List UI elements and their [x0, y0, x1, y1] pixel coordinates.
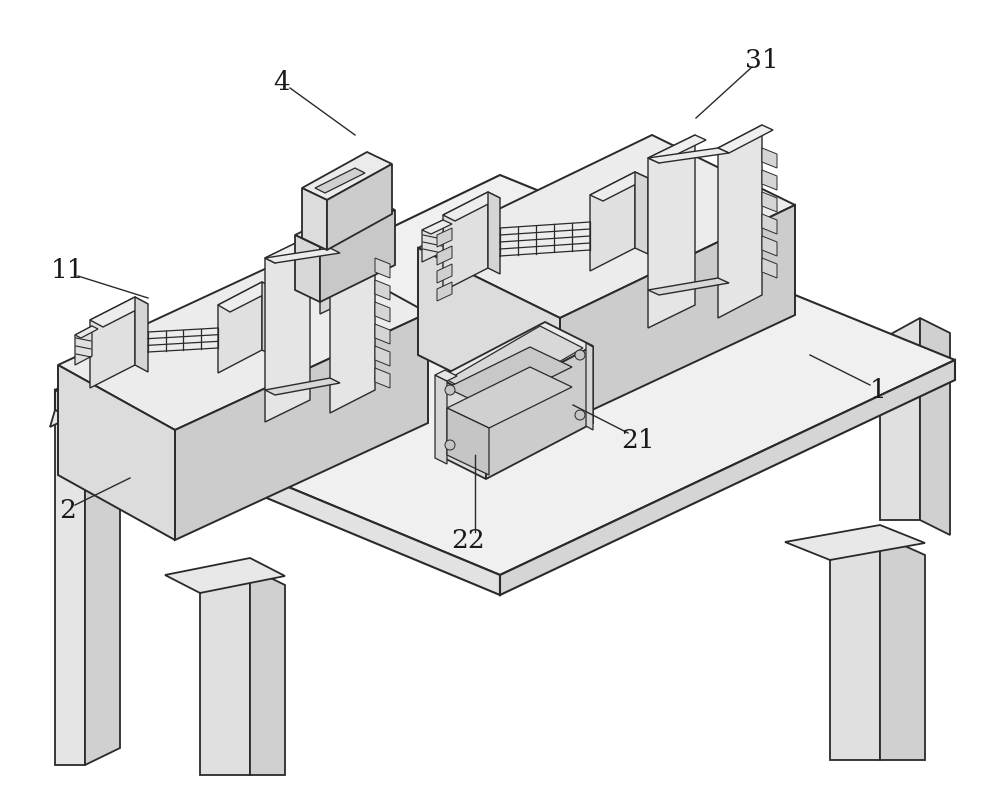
Text: 1: 1	[870, 377, 886, 403]
Polygon shape	[262, 282, 275, 357]
Polygon shape	[90, 297, 148, 327]
Polygon shape	[422, 220, 452, 234]
Polygon shape	[75, 326, 92, 365]
Polygon shape	[422, 220, 443, 262]
Polygon shape	[437, 282, 452, 301]
Polygon shape	[762, 148, 777, 168]
Polygon shape	[437, 228, 452, 247]
Polygon shape	[302, 152, 392, 200]
Polygon shape	[295, 198, 395, 247]
Circle shape	[445, 385, 455, 395]
Polygon shape	[443, 192, 500, 221]
Circle shape	[575, 410, 585, 420]
Polygon shape	[55, 410, 85, 765]
Polygon shape	[718, 125, 773, 153]
Polygon shape	[920, 318, 950, 535]
Polygon shape	[418, 135, 795, 318]
Polygon shape	[200, 568, 250, 775]
Polygon shape	[375, 302, 390, 322]
Polygon shape	[58, 365, 175, 540]
Circle shape	[575, 350, 585, 360]
Polygon shape	[785, 525, 925, 560]
Polygon shape	[375, 280, 390, 300]
Polygon shape	[437, 264, 452, 283]
Polygon shape	[375, 368, 390, 388]
Polygon shape	[560, 205, 795, 425]
Polygon shape	[375, 258, 390, 278]
Polygon shape	[265, 236, 310, 422]
Polygon shape	[345, 278, 368, 313]
Polygon shape	[648, 148, 729, 163]
Polygon shape	[447, 408, 489, 475]
Polygon shape	[762, 236, 777, 256]
Polygon shape	[375, 346, 390, 366]
Polygon shape	[75, 326, 98, 338]
Polygon shape	[648, 135, 706, 163]
Polygon shape	[315, 168, 365, 193]
Polygon shape	[330, 225, 385, 253]
Polygon shape	[327, 164, 392, 250]
Polygon shape	[486, 346, 593, 479]
Text: 31: 31	[745, 48, 779, 72]
Polygon shape	[265, 248, 340, 263]
Polygon shape	[218, 282, 262, 373]
Polygon shape	[447, 367, 572, 428]
Polygon shape	[250, 568, 285, 775]
Polygon shape	[762, 258, 777, 278]
Polygon shape	[265, 236, 320, 263]
Polygon shape	[830, 535, 880, 760]
Polygon shape	[435, 370, 457, 381]
Polygon shape	[438, 322, 593, 402]
Polygon shape	[90, 297, 135, 388]
Polygon shape	[590, 172, 635, 271]
Polygon shape	[648, 135, 695, 328]
Polygon shape	[55, 390, 500, 595]
Polygon shape	[55, 175, 955, 575]
Polygon shape	[500, 360, 955, 595]
Polygon shape	[435, 375, 447, 464]
Polygon shape	[880, 535, 925, 760]
Polygon shape	[590, 172, 648, 201]
Polygon shape	[58, 248, 428, 430]
Polygon shape	[375, 324, 390, 344]
Text: 4: 4	[274, 69, 290, 95]
Text: 21: 21	[621, 427, 655, 452]
Polygon shape	[135, 297, 148, 372]
Polygon shape	[586, 343, 593, 430]
Polygon shape	[85, 393, 120, 765]
Polygon shape	[438, 378, 486, 479]
Polygon shape	[175, 313, 428, 540]
Polygon shape	[488, 192, 500, 274]
Polygon shape	[418, 248, 560, 425]
Polygon shape	[443, 192, 488, 291]
Polygon shape	[320, 210, 395, 302]
Polygon shape	[762, 214, 777, 234]
Polygon shape	[437, 246, 452, 265]
Polygon shape	[447, 347, 572, 408]
Polygon shape	[635, 172, 648, 254]
Text: 2: 2	[60, 498, 76, 522]
Polygon shape	[880, 318, 920, 520]
Polygon shape	[295, 235, 320, 302]
Text: 11: 11	[51, 257, 85, 283]
Polygon shape	[447, 326, 583, 402]
Polygon shape	[165, 558, 285, 593]
Polygon shape	[265, 378, 340, 395]
Polygon shape	[320, 278, 345, 314]
Polygon shape	[718, 125, 762, 318]
Polygon shape	[762, 170, 777, 190]
Polygon shape	[762, 192, 777, 212]
Circle shape	[445, 440, 455, 450]
Polygon shape	[302, 188, 327, 250]
Polygon shape	[50, 393, 120, 427]
Polygon shape	[218, 282, 275, 312]
Polygon shape	[648, 278, 729, 295]
Text: 22: 22	[451, 528, 485, 552]
Polygon shape	[330, 225, 375, 413]
